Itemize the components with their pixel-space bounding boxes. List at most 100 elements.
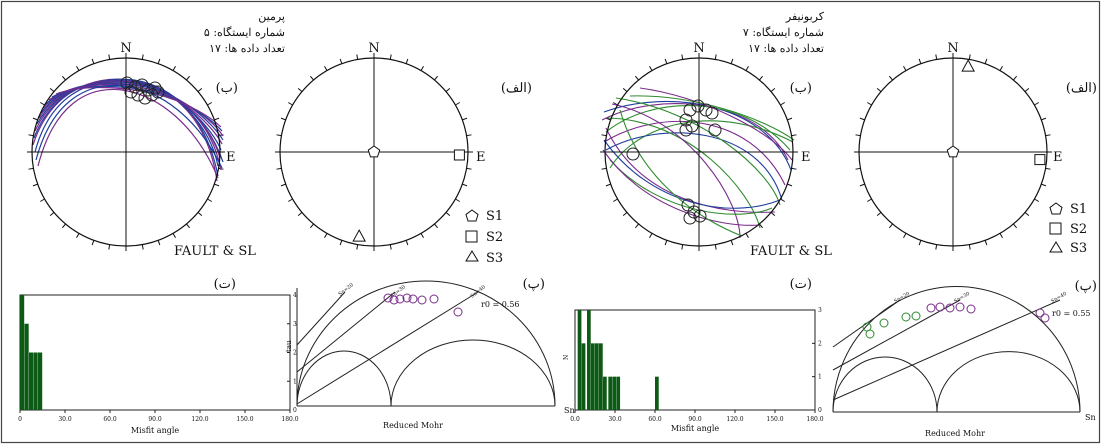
legend-s2: S2 (1070, 222, 1087, 237)
stereonet-tick (935, 54, 938, 60)
stereonet-tick (356, 54, 359, 60)
stereonet-tick (999, 233, 1003, 238)
fault-sl-label: FAULT & SL (174, 244, 256, 259)
histogram-xtick: 0.0 (570, 416, 580, 423)
histogram-xtick: 0 (18, 416, 22, 423)
stereonet-tick (157, 240, 161, 246)
panel-label-be: (ب) (216, 81, 238, 96)
stereonet-tick (903, 233, 907, 238)
stereonet-tick (1041, 183, 1047, 187)
data-count: تعداد داده ها: ۱۷ (209, 42, 285, 55)
stereonet-tick (157, 58, 161, 64)
stereonet-tick (297, 212, 303, 217)
stereonet-tick (405, 240, 409, 246)
stereonet-tick (935, 244, 938, 250)
histogram-ytick: 1 (818, 374, 822, 381)
sigma2-marker (1034, 154, 1046, 166)
stereonet-ticks (275, 53, 473, 251)
legend-s2: S2 (486, 230, 503, 245)
stereonet-tick (1034, 198, 1039, 202)
east-label: E (476, 150, 486, 165)
svg-text:N: N (563, 355, 570, 360)
stereonet-tick (876, 87, 882, 92)
stereonet-tick (76, 66, 80, 71)
stereonet-tick (867, 198, 872, 202)
faults-stereonet: N E FAULT & SL (600, 41, 832, 259)
stereonet-tick (276, 134, 282, 137)
stereonet-tick (867, 102, 872, 106)
stereonet-tick (613, 198, 618, 202)
legend-s1: S1 (486, 209, 503, 224)
stereonet-tick (108, 244, 111, 250)
stereonet-tick (876, 212, 882, 217)
faults-stereonet: N E FAULT & SL (27, 41, 256, 259)
stereonet-tick (108, 54, 111, 60)
stereonet-tick (288, 102, 293, 106)
group-permian: N E FAULT & SL (ب) پرمین شماره ایستگاه: … (18, 10, 575, 435)
stereonet-tick (968, 244, 971, 250)
north-label: N (693, 41, 704, 56)
stereonet-tick (968, 54, 971, 60)
stereonet-tick (28, 167, 34, 170)
data-count: تعداد داده ها: ۱۷ (748, 42, 824, 55)
stereonet-tick (389, 244, 392, 250)
panel-label-te: (ت) (790, 277, 812, 292)
north-label: N (368, 41, 379, 56)
panel-label-te: (ت) (214, 277, 236, 292)
panel-label-pe: (پ) (523, 277, 545, 292)
stereonet-tick (714, 244, 717, 250)
stress-ratio: r0 = 0.55 (1052, 309, 1091, 318)
stereonet-tick (730, 240, 734, 246)
misfit-histogram: 0.0 30.0 60.0 90.0 120.0 150.0 180.0 0 1 2 3 Misfi… (563, 307, 824, 433)
histogram-bar (608, 376, 613, 410)
stereonet-tick (780, 198, 785, 202)
stereonet-tick (859, 117, 865, 121)
stereonet-tick (280, 183, 286, 187)
histogram-bar (38, 352, 43, 410)
stereonet-tick (1024, 87, 1030, 92)
stereonet-tick (1041, 117, 1047, 121)
panel-label-alef: (الف) (501, 81, 532, 96)
histogram-bar (612, 376, 617, 410)
stereonet-tick (356, 244, 359, 250)
stereonet-tick (634, 223, 639, 229)
north-label: N (947, 41, 958, 56)
histogram-xtick: 150.0 (766, 416, 783, 423)
stereonet-tick (49, 212, 55, 217)
stereonet-tick (855, 134, 861, 137)
histogram-ytick: 1 (293, 378, 297, 385)
stereonet-tick (1013, 75, 1018, 81)
histogram-bar (595, 343, 599, 410)
stereonet-tick (276, 167, 282, 170)
stereonet-tick (984, 240, 988, 246)
histogram-bar (603, 376, 607, 410)
stereonet-tick (455, 198, 460, 202)
histogram-xtick: 180.0 (806, 416, 823, 423)
east-label: E (226, 150, 236, 165)
stereonet-tick (324, 66, 328, 71)
stereonet-ticks (854, 53, 1052, 251)
stereonet-tick (172, 66, 176, 71)
stereonet-tick (787, 183, 793, 187)
stereonet-tick (714, 54, 717, 60)
stereonet-tick (40, 198, 45, 202)
stereonet-tick (466, 134, 472, 137)
stereonet-tick (207, 102, 212, 106)
stereonet-tick (40, 102, 45, 106)
histogram-xlabel: Misfit angle (671, 424, 720, 433)
stereonet-tick (434, 75, 439, 81)
stereonet-tick (664, 58, 668, 64)
histogram-xtick: 60.0 (103, 416, 117, 423)
stereonet-tick (1045, 134, 1051, 137)
east-label: E (1053, 150, 1063, 165)
stereonet-tick (984, 58, 988, 64)
stereonet-tick (141, 54, 144, 60)
legend-s1: S1 (1070, 202, 1087, 217)
slip-markers (120, 76, 165, 105)
stereonet-tick (649, 233, 653, 238)
histogram-xtick: 120.0 (726, 416, 743, 423)
histogram-ytick: 3 (818, 307, 822, 314)
mohr-sn-label: Sn (564, 406, 575, 415)
histogram-bar (29, 352, 34, 410)
mohr-xlabel: Reduced Mohr (925, 429, 985, 438)
